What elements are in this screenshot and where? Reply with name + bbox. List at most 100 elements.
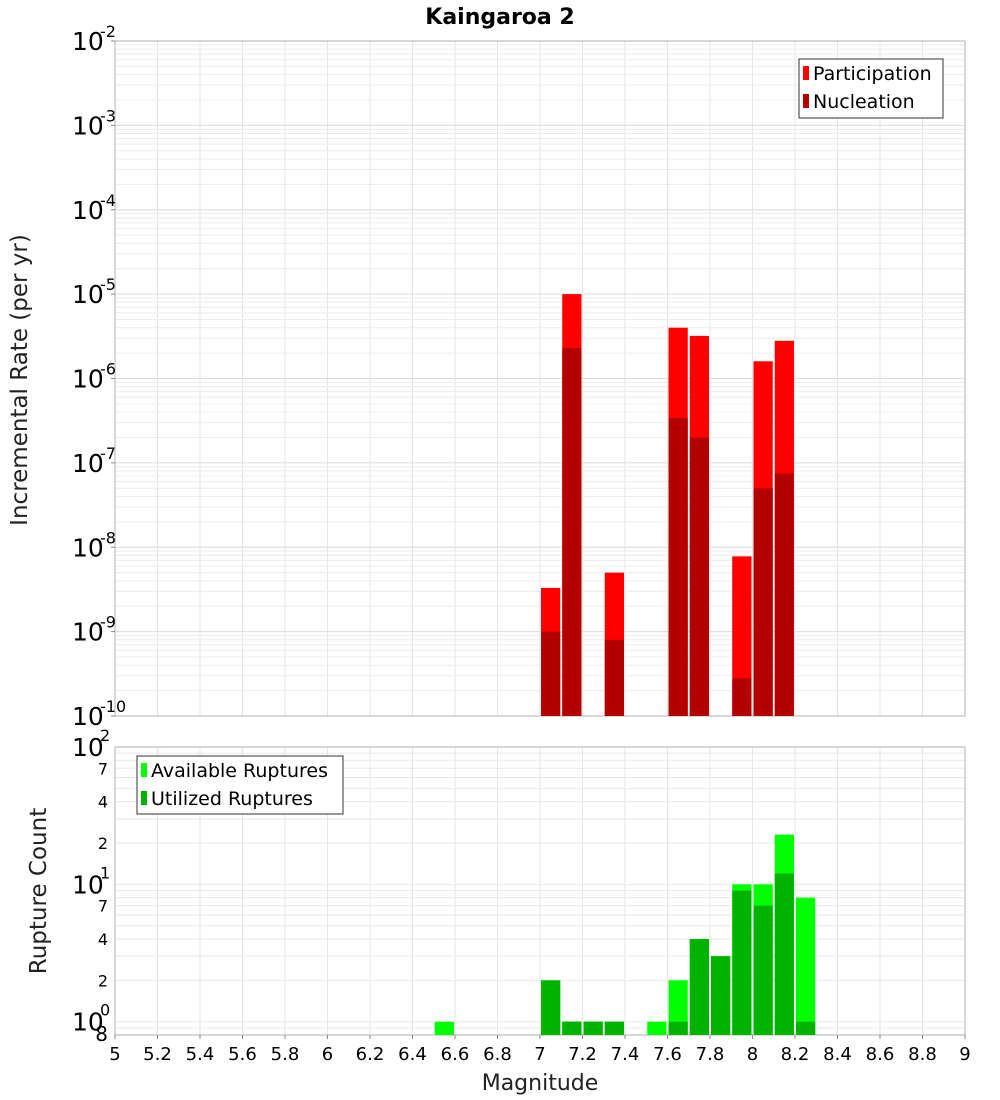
x-tick-label: 8.2: [781, 1044, 810, 1065]
rate-y-tick-base: 10: [72, 702, 104, 731]
count-bar-inner: [753, 905, 773, 1035]
count-bar-inner: [583, 1021, 603, 1035]
x-tick-label: 5.4: [186, 1044, 215, 1065]
count-bar-outer: [647, 1021, 667, 1035]
count-bar-inner: [562, 1021, 582, 1035]
count-y-tick-exponent: 0: [100, 1001, 110, 1020]
count-bar-inner: [732, 890, 752, 1035]
count-bar-inner: [796, 1021, 816, 1035]
legend-label-participation: Participation: [813, 63, 932, 85]
count-y-tick-base: 10: [72, 733, 104, 762]
count-y-minor-tick-label: 2: [98, 834, 108, 853]
x-tick-label: 8: [747, 1044, 758, 1065]
rate-y-tick-exponent: -4: [100, 191, 116, 210]
x-tick-label: 7.6: [653, 1044, 682, 1065]
legend-swatch-available: [141, 763, 147, 777]
legend-swatch-nucleation: [803, 94, 809, 108]
rate-y-tick-exponent: -7: [100, 444, 116, 463]
count-y-minor-tick-label: 4: [98, 930, 108, 949]
rate-bar-inner: [604, 639, 624, 716]
x-tick-label: 8.8: [908, 1044, 937, 1065]
rate-y-tick-base: 10: [72, 449, 104, 478]
x-tick-label: 5.8: [271, 1044, 300, 1065]
legend-label-nucleation: Nucleation: [813, 91, 915, 113]
rate-bars: [541, 294, 794, 716]
count-y-minor-tick-label: 4: [98, 793, 108, 812]
chart-title: Kaingaroa 2: [425, 5, 574, 30]
legend-label-available: Available Ruptures: [151, 760, 328, 782]
count-bar-outer: [796, 897, 816, 1035]
rate-bar-outer: [732, 556, 752, 716]
rate-y-tick-base: 10: [72, 365, 104, 394]
x-tick-label: 6: [322, 1044, 333, 1065]
x-tick-label: 8.4: [823, 1044, 852, 1065]
rate-bar-inner: [541, 631, 561, 716]
count-bar-outer: [434, 1021, 454, 1035]
x-axis-label: Magnitude: [482, 1071, 599, 1096]
rate-y-tick-base: 10: [72, 196, 104, 225]
x-tick-label: 7.8: [696, 1044, 725, 1065]
rate-y-tick-base: 10: [72, 27, 104, 56]
rate-bar-inner: [732, 678, 752, 716]
rate-y-tick-exponent: -3: [100, 106, 116, 125]
count-y-minor-tick-label: 8: [95, 1022, 108, 1046]
rate-y-tick-exponent: -9: [100, 613, 116, 632]
count-x-tick-labels: 5 5.2 5.4 5.6 5.8 6 6.2 6.4 6.6 6.8 7 7.2 7.4 7.6 7.8 8…: [109, 1035, 971, 1065]
count-y-tick-exponent: 1: [100, 863, 110, 882]
rate-bar-inner: [774, 473, 794, 716]
rate-bar-inner: [562, 347, 582, 716]
count-y-minor-tick-label: 7: [98, 759, 108, 778]
x-tick-label: 9: [959, 1044, 970, 1065]
count-y-tick-exponent: 2: [100, 726, 110, 745]
count-y-minor-tick-label: 7: [98, 897, 108, 916]
rate-y-tick-exponent: -8: [100, 528, 116, 547]
count-legend: Available Ruptures Utilized Ruptures: [136, 755, 344, 815]
x-tick-label: 5: [109, 1044, 120, 1065]
rate-y-tick-base: 10: [72, 533, 104, 562]
x-tick-label: 5.2: [143, 1044, 172, 1065]
rate-y-tick-exponent: -2: [100, 22, 116, 41]
count-bar-inner: [604, 1021, 624, 1035]
count-bar-inner: [541, 980, 561, 1035]
count-y-tick-base: 10: [72, 1008, 104, 1037]
rate-grid: [114, 41, 966, 717]
x-tick-label: 6.8: [483, 1044, 512, 1065]
x-tick-label: 5.6: [228, 1044, 257, 1065]
count-bar-inner: [774, 873, 794, 1035]
count-bar-inner: [668, 1021, 688, 1035]
count-bars: [434, 834, 816, 1035]
x-tick-label: 6.6: [441, 1044, 470, 1065]
count-bar-inner: [711, 956, 731, 1035]
x-tick-label: 8.6: [866, 1044, 895, 1065]
count-legend-box: [136, 755, 344, 815]
rate-y-axis-label: Incremental Rate (per yr): [7, 234, 33, 526]
rate-y-tick-exponent: -6: [100, 360, 116, 379]
count-bar-inner: [689, 939, 709, 1035]
count-y-minor-tick-label: 2: [98, 971, 108, 990]
count-y-axis-label: Rupture Count: [26, 808, 52, 974]
count-bar-outer: [668, 980, 688, 1035]
rate-y-tick-exponent: -10: [100, 697, 126, 716]
rate-y-tick-exponent: -5: [100, 275, 116, 294]
x-tick-label: 7.2: [568, 1044, 597, 1065]
count-y-tick-base: 10: [72, 870, 104, 899]
rate-legend: Participation Nucleation: [798, 58, 944, 119]
rate-legend-box: [798, 58, 944, 119]
legend-swatch-utilized: [141, 791, 147, 805]
rate-bar-inner: [689, 437, 709, 716]
rate-bar-inner: [753, 488, 773, 716]
rate-y-tick-base: 10: [72, 618, 104, 647]
legend-label-utilized: Utilized Ruptures: [151, 788, 313, 810]
x-tick-label: 6.2: [356, 1044, 385, 1065]
legend-swatch-participation: [803, 66, 809, 80]
rate-y-tick-base: 10: [72, 111, 104, 140]
rate-y-tick-base: 10: [72, 280, 104, 309]
rate-bar-inner: [668, 418, 688, 716]
x-tick-label: 7: [534, 1044, 545, 1065]
x-tick-label: 7.4: [611, 1044, 640, 1065]
